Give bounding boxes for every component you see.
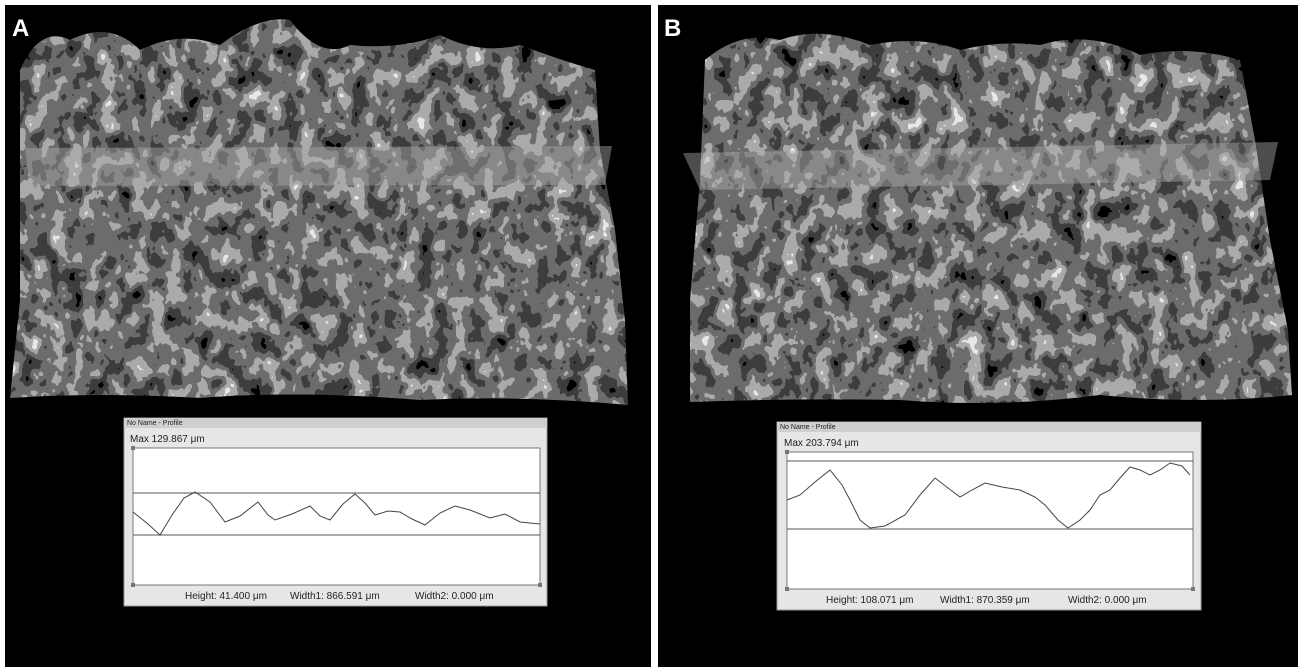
max-label: Max 203.794 μm [784,438,859,449]
panel-label: B [664,15,681,42]
height-label: Height: 108.071 μm [826,595,913,606]
surface-a [10,19,628,406]
section-plane-b [683,142,1278,190]
window-title: No Name - Profile [780,424,836,431]
height-label: Height: 41.400 μm [185,591,267,602]
section-plane-a [25,146,612,186]
panel-label: A [12,15,29,42]
surface-b [690,33,1292,404]
width1-label: Width1: 866.591 μm [290,591,380,602]
width2-label: Width2: 0.000 μm [415,591,494,602]
profile-window-b: No Name - Profile Max 203.794 μm Height:… [776,421,1202,611]
width1-label: Width1: 870.359 μm [940,595,1030,606]
max-label: Max 129.867 μm [130,434,205,445]
window-title: No Name - Profile [127,420,183,427]
profile-window-a: No Name - Profile Max 129.867 μm Height:… [123,417,548,607]
width2-label: Width2: 0.000 μm [1068,595,1147,606]
